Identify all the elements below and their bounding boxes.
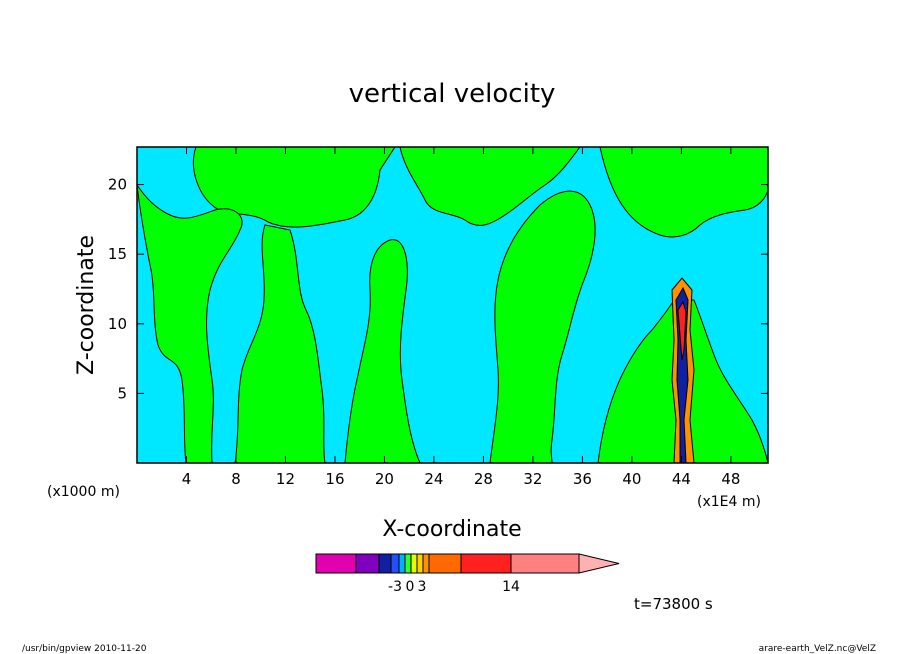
green-region — [136, 184, 243, 464]
y-tick-label: 20 — [108, 176, 127, 194]
chart-title: vertical velocity — [349, 79, 556, 109]
colorbar-swatch — [378, 553, 392, 574]
colorbar — [315, 553, 620, 574]
y-axis-label: Z-coordinate — [74, 235, 99, 375]
colorbar-swatch — [404, 553, 412, 574]
colorbar-swatch — [398, 553, 406, 574]
footer-left: /usr/bin/gpview 2010-11-20 — [22, 644, 147, 654]
green-region — [137, 146, 396, 228]
colorbar-swatch — [510, 553, 580, 574]
colorbar-swatch — [460, 553, 512, 574]
colorbar-label: 14 — [502, 579, 520, 595]
y-axis-ticks: 5 10 15 20 — [108, 176, 768, 402]
x-tick-label: 24 — [424, 470, 443, 488]
x-tick-label: 32 — [523, 470, 542, 488]
colorbar-swatch — [416, 553, 424, 574]
colorbar-label: -3 — [388, 579, 402, 595]
colorbar-label: 3 — [418, 579, 427, 595]
x-unit-right: (x1E4 m) — [697, 494, 761, 510]
positive-velocity-regions — [136, 146, 769, 464]
x-tick-label: 12 — [276, 470, 295, 488]
colorbar-swatch — [390, 553, 400, 574]
x-tick-label: 44 — [672, 470, 691, 488]
x-tick-label: 4 — [182, 470, 192, 488]
x-tick-label: 8 — [231, 470, 241, 488]
colorbar-swatch — [428, 553, 462, 574]
y-tick-label: 15 — [108, 245, 127, 263]
colorbar-labels: -3 0 3 14 — [388, 579, 520, 595]
updraft-core — [671, 277, 695, 464]
y-tick-label: 10 — [108, 315, 127, 333]
core-contour — [677, 300, 687, 361]
colorbar-swatch — [422, 553, 430, 574]
y-tick-label: 5 — [117, 384, 127, 402]
x-tick-label: 36 — [573, 470, 592, 488]
plot-frame — [136, 146, 769, 464]
x-tick-label: 20 — [375, 470, 394, 488]
colorbar-swatch — [315, 553, 357, 574]
time-label: t=73800 s — [634, 595, 713, 613]
x-tick-label: 16 — [325, 470, 344, 488]
x-axis-label: X-coordinate — [382, 517, 521, 542]
green-region — [399, 146, 582, 226]
x-tick-label: 28 — [474, 470, 493, 488]
green-region — [234, 224, 326, 464]
colorbar-label: 0 — [406, 579, 415, 595]
x-unit-left: (x1000 m) — [47, 484, 120, 500]
colorbar-swatch — [410, 553, 418, 574]
green-region — [599, 146, 769, 238]
colorbar-extension — [578, 553, 620, 574]
x-tick-label: 40 — [622, 470, 641, 488]
green-region — [344, 239, 421, 464]
footer-right: arare-earth_VelZ.nc@VelZ — [759, 644, 876, 654]
green-region — [489, 190, 596, 464]
colorbar-swatch — [355, 553, 380, 574]
x-axis-ticks: 4 8 12 16 20 24 28 32 36 40 44 48 — [182, 147, 740, 488]
x-tick-label: 48 — [721, 470, 740, 488]
